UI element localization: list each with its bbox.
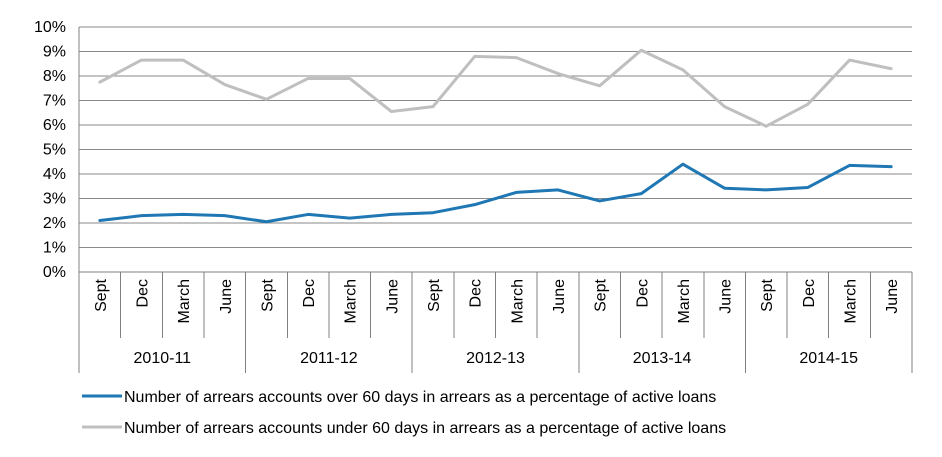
group-label: 2012-13 [466,350,525,367]
y-tick-label: 5% [43,142,66,159]
x-axis: Sept Dec March June Sept Dec March June Sept Dec M… [78,272,913,373]
x-tick-label: Sept [259,278,276,311]
series-line [98,48,893,128]
x-tick-label: June [718,279,735,314]
legend-label: Number of arrears accounts over 60 days … [124,389,716,406]
y-axis-tick-labels: 0% 1% 2% 3% 4% 5% 6% 7% 8% 9% 10% [34,19,66,281]
series-lines [98,48,893,224]
legend-label: Number of arrears accounts under 60 days… [124,420,726,437]
x-tick-label: Sept [426,278,443,311]
x-tick-label: March [343,279,360,323]
x-tick-label: Dec [301,279,318,307]
y-tick-label: 10% [34,19,66,36]
x-tick-label: March [843,279,860,323]
y-tick-label: 0% [43,264,66,281]
x-tick-label: June [218,279,235,314]
y-tick-label: 8% [43,68,66,85]
y-tick-label: 1% [43,240,66,257]
x-tick-label: March [509,279,526,323]
x-tick-label: Sept [93,278,110,311]
x-tick-label: March [176,279,193,323]
x-tick-label: Sept [759,278,776,311]
x-tick-label: June [551,279,568,314]
x-tick-label: June [384,279,401,314]
x-tick-label: June [884,279,901,314]
y-tick-label: 7% [43,93,66,110]
y-tick-label: 3% [43,191,66,208]
x-tick-label: Sept [593,278,610,311]
x-tick-label: Dec [634,279,651,307]
group-label: 2010-11 [134,350,192,367]
x-tick-label: Dec [468,279,485,307]
y-tick-label: 9% [43,44,66,61]
y-tick-label: 2% [43,215,66,232]
gridlines [78,26,912,273]
y-tick-label: 6% [43,117,66,134]
legend: Number of arrears accounts over 60 days … [82,389,726,437]
x-tick-label: Dec [134,279,151,307]
group-label: 2011-12 [300,350,358,367]
series-line [98,162,893,224]
group-label: 2013-14 [633,350,692,367]
x-tick-label: March [676,279,693,323]
y-tick-label: 4% [43,166,66,183]
group-label: 2014-15 [799,350,858,367]
x-tick-label: Dec [801,279,818,307]
